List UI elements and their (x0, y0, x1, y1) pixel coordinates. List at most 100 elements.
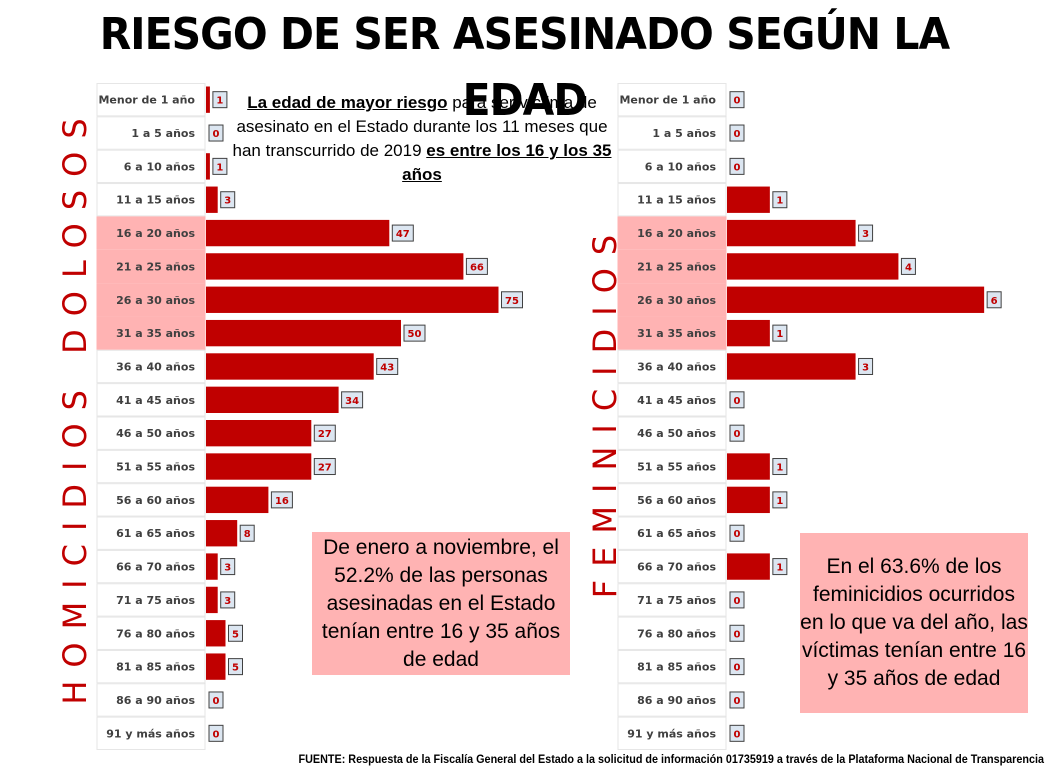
category-cell (96, 149, 206, 184)
bar (206, 153, 210, 180)
category-label: 16 a 20 años (637, 227, 716, 240)
bar (727, 286, 985, 313)
data-label-box (729, 124, 745, 142)
data-label: 75 (505, 296, 519, 307)
data-label: 50 (408, 329, 422, 340)
data-label-box (228, 624, 243, 642)
data-label-box (858, 357, 874, 375)
category-cell (617, 83, 727, 117)
category-label: 41 a 45 años (637, 394, 716, 407)
category-cell (617, 483, 727, 517)
bar (206, 286, 499, 313)
bar (206, 353, 374, 380)
data-label-box (212, 91, 228, 109)
category-cell (96, 183, 206, 217)
category-cell (96, 283, 206, 317)
category-label: 6 a 10 años (645, 160, 717, 173)
data-label: 5 (232, 663, 239, 674)
category-cell (96, 583, 206, 617)
category-cell (617, 283, 727, 317)
data-label-box (403, 324, 426, 342)
category-cell (96, 616, 206, 650)
data-label-box (376, 357, 399, 375)
data-label: 43 (380, 362, 394, 373)
data-label: 3 (224, 563, 231, 574)
data-label: 0 (734, 596, 741, 607)
top-note: La edad de mayor riesgo para ser víctima… (232, 91, 612, 187)
category-cell (617, 683, 727, 717)
category-label: 11 a 15 años (637, 194, 716, 207)
category-cell (96, 116, 206, 150)
data-label-box (465, 257, 488, 275)
category-cell (96, 249, 206, 284)
category-label: 66 a 70 años (116, 561, 195, 574)
category-cell (617, 316, 727, 350)
category-label: 86 a 90 años (116, 694, 195, 707)
category-cell (96, 416, 206, 450)
category-cell (617, 449, 727, 484)
data-label: 3 (862, 362, 869, 373)
data-label-box (220, 591, 236, 609)
category-cell (96, 383, 206, 417)
bar (206, 219, 390, 247)
data-label: 0 (734, 429, 741, 440)
data-label: 0 (734, 129, 741, 140)
category-cell (617, 249, 727, 284)
category-label: 36 a 40 años (637, 360, 716, 373)
category-label: 46 a 50 años (116, 427, 195, 440)
bar (727, 186, 770, 213)
category-label: 86 a 90 años (637, 694, 716, 707)
data-label: 0 (734, 696, 741, 707)
category-label: 1 a 5 años (131, 127, 195, 140)
category-label: 71 a 75 años (116, 594, 195, 607)
category-cell (96, 216, 206, 250)
category-cell (617, 183, 727, 217)
data-label-box (220, 558, 236, 576)
data-label-box (772, 191, 788, 209)
top-note-emphasis-2: es entre los 16 y los 35 años (402, 141, 612, 184)
bar (206, 186, 218, 213)
data-label: 1 (776, 496, 783, 507)
data-label: 0 (734, 396, 741, 407)
category-label: 56 a 60 años (116, 494, 195, 507)
category-label: 76 a 80 años (637, 627, 716, 640)
data-label: 34 (345, 396, 359, 407)
data-label-box (501, 291, 523, 309)
data-label-box (729, 524, 745, 542)
category-label: 21 a 25 años (116, 260, 195, 273)
data-label: 3 (862, 229, 869, 240)
category-label: 71 a 75 años (637, 594, 716, 607)
category-cell (617, 649, 727, 684)
data-label-box (313, 424, 336, 442)
data-label-box (729, 658, 745, 676)
category-cell (617, 516, 727, 550)
data-label-box (270, 491, 293, 509)
bar (727, 253, 899, 280)
data-label-box (391, 224, 414, 242)
category-label: 91 y más años (627, 727, 716, 740)
data-label-box (772, 491, 788, 509)
data-label: 66 (470, 262, 484, 273)
category-cell (96, 649, 206, 684)
data-label-box (239, 524, 255, 542)
callout-feminicidios-text: En el 63.6% de los feminicidios ocurrido… (800, 555, 1028, 690)
category-label: 46 a 50 años (637, 427, 716, 440)
data-label-box (208, 691, 224, 709)
category-label: 66 a 70 años (637, 561, 716, 574)
category-label: 16 a 20 años (116, 227, 195, 240)
category-cell (617, 216, 727, 250)
category-cell (617, 383, 727, 417)
bar (206, 420, 312, 447)
data-label-box (729, 591, 745, 609)
category-cell (617, 716, 727, 751)
data-label-box (729, 391, 745, 409)
category-cell (96, 549, 206, 584)
data-label: 0 (213, 696, 220, 707)
data-label: 3 (224, 196, 231, 207)
data-label: 16 (275, 496, 289, 507)
data-label-box (341, 391, 364, 409)
category-label: Menor de 1 año (619, 94, 716, 107)
category-cell (617, 149, 727, 184)
data-label-box (986, 291, 1002, 309)
